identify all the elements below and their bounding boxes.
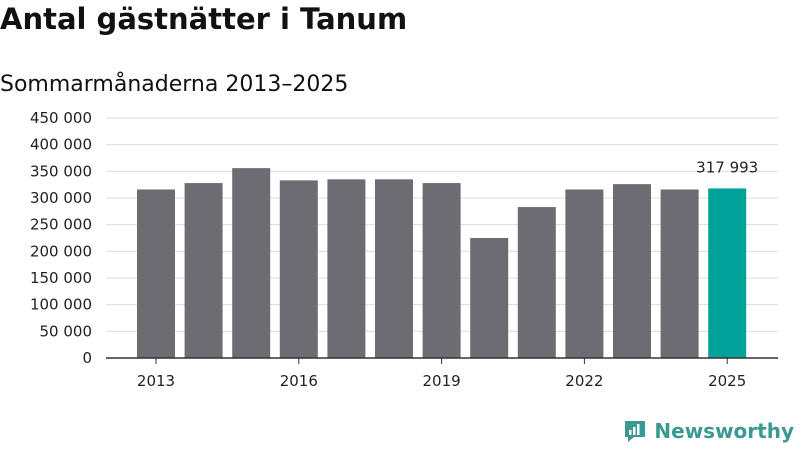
bar-2017 [327, 179, 366, 358]
y-tick-label: 250 000 [30, 216, 92, 234]
x-tick-label: 2025 [708, 372, 746, 390]
x-tick-label: 2013 [137, 372, 175, 390]
x-axis [106, 357, 778, 364]
data-labels: 317 993 [696, 158, 758, 176]
bar-2015 [232, 168, 271, 358]
brand-logo: Newsworthy [622, 418, 794, 444]
bar-2021 [517, 207, 556, 358]
x-tick-label: 2019 [423, 372, 461, 390]
x-tick-label: 2016 [280, 372, 318, 390]
y-tick-label: 350 000 [30, 162, 92, 180]
x-axis-labels: 2013 2016 2019 2022 2025 [137, 372, 746, 390]
bar-2024 [660, 189, 699, 358]
bar-2014 [184, 183, 223, 358]
bar-2020 [470, 238, 509, 358]
y-tick-label: 50 000 [40, 322, 93, 340]
bar-2016 [279, 180, 318, 358]
newsworthy-logo-icon [625, 421, 646, 442]
y-tick-label: 0 [82, 349, 92, 367]
y-tick-label: 450 000 [30, 109, 92, 127]
y-tick-label: 150 000 [30, 269, 92, 287]
y-axis-labels: 0 50 000 100 000 150 000 200 000 250 000 300 0… [30, 109, 92, 367]
y-tick-label: 300 000 [30, 189, 92, 207]
bars [137, 168, 747, 358]
bar-2023 [613, 184, 651, 358]
y-tick-label: 400 000 [30, 136, 92, 154]
brand-name: Newsworthy [654, 419, 794, 443]
chart-subtitle: Sommarmånaderna 2013–2025 [0, 72, 349, 97]
chart-title: Antal gästnätter i Tanum [0, 2, 408, 36]
bar-2025 [708, 188, 747, 358]
y-tick-label: 200 000 [30, 242, 92, 260]
data-label: 317 993 [696, 158, 758, 176]
x-tick-label: 2022 [565, 372, 603, 390]
bar-2018 [375, 179, 413, 358]
bar-2022 [565, 189, 604, 358]
bar-2013 [137, 189, 175, 358]
bar-2019 [422, 183, 461, 358]
y-tick-label: 100 000 [30, 296, 92, 314]
